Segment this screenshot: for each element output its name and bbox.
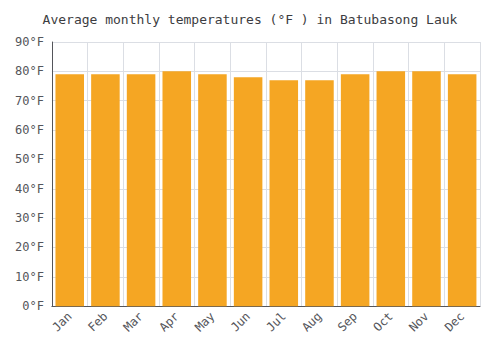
svg-text:Aug: Aug (299, 309, 324, 334)
svg-text:May: May (192, 309, 217, 334)
svg-text:20°F: 20°F (15, 240, 44, 254)
svg-text:Jul: Jul (264, 309, 289, 334)
svg-text:70°F: 70°F (15, 94, 44, 108)
svg-text:Feb: Feb (85, 309, 110, 334)
svg-text:Oct: Oct (371, 309, 396, 334)
svg-text:Average monthly temperatures (: Average monthly temperatures (°F ) in Ba… (43, 12, 458, 27)
svg-text:10°F: 10°F (15, 270, 44, 284)
svg-text:30°F: 30°F (15, 211, 44, 225)
svg-text:80°F: 80°F (15, 64, 44, 78)
svg-text:90°F: 90°F (15, 35, 44, 49)
svg-text:60°F: 60°F (15, 123, 44, 137)
svg-text:Dec: Dec (442, 309, 467, 334)
svg-text:50°F: 50°F (15, 152, 44, 166)
svg-text:Jan: Jan (49, 309, 74, 334)
svg-text:Jun: Jun (228, 309, 253, 334)
svg-text:Nov: Nov (406, 309, 431, 334)
svg-text:40°F: 40°F (15, 182, 44, 196)
svg-text:0°F: 0°F (22, 299, 44, 313)
svg-text:Apr: Apr (156, 309, 181, 334)
svg-text:Mar: Mar (121, 309, 146, 334)
svg-text:Sep: Sep (335, 309, 360, 334)
